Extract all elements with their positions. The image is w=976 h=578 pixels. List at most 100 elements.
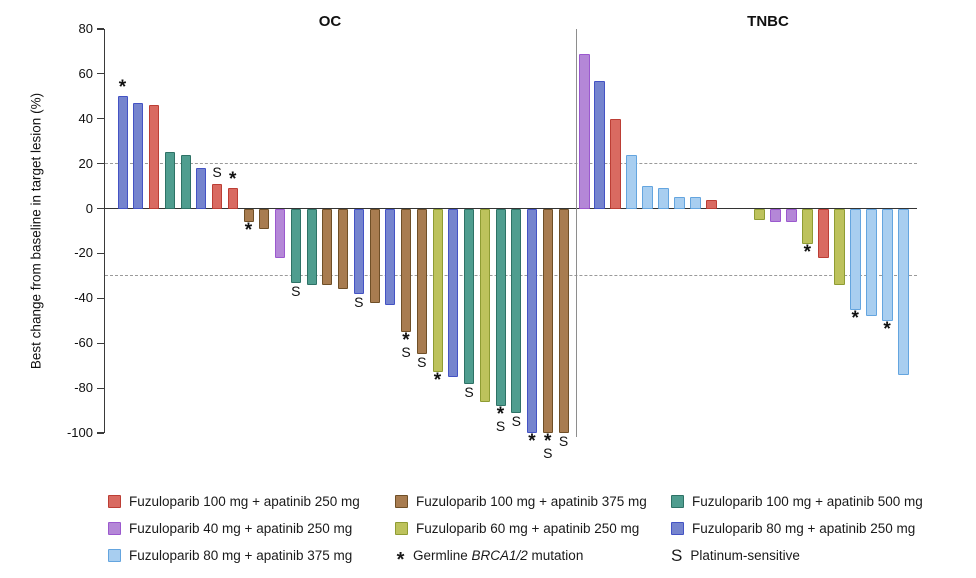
legend-item-fz80_ap250: Fuzuloparib 80 mg + apatinib 250 mg (671, 519, 915, 537)
asterisk-symbol: * (396, 549, 405, 571)
brca-mutation-marker: * (118, 77, 127, 99)
bar-oc-20 (416, 208, 427, 355)
bar-tnbc-9 (706, 199, 718, 209)
bar-tnbc-8 (690, 197, 702, 209)
y-tick-label: -100 (66, 425, 93, 440)
platinum-sensitive-marker: S (417, 354, 427, 371)
y-tick (97, 252, 104, 255)
brca-mutation-marker: * (496, 404, 505, 426)
panel-divider (576, 29, 578, 437)
y-tick-label: -20 (74, 245, 93, 261)
bar-tnbc-14 (785, 208, 797, 222)
bar-tnbc-21 (897, 208, 909, 375)
legend-swatch-fz100_ap375 (395, 494, 408, 508)
bar-oc-15 (338, 208, 348, 290)
bar-oc-19 (401, 208, 411, 332)
y-tick (97, 28, 104, 30)
legend-label: Fuzuloparib 100 mg + apatinib 250 mg (129, 493, 360, 509)
y-tick-label: 0 (85, 200, 93, 216)
bar-oc-22 (448, 208, 459, 377)
legend-item-fz40_ap250: Fuzuloparib 40 mg + apatinib 250 mg (108, 519, 352, 537)
legend-label: Fuzuloparib 80 mg + apatinib 250 mg (692, 520, 916, 536)
y-tick (97, 432, 104, 434)
y-tick-label: 80 (78, 21, 93, 36)
legend-label: Platinum-sensitive (690, 547, 800, 563)
legend-item-fz100_ap250: Fuzuloparib 100 mg + apatinib 250 mg (108, 492, 360, 510)
legend-label: Fuzuloparib 40 mg + apatinib 250 mg (129, 520, 353, 536)
bar-oc-21 (432, 208, 443, 373)
brca-mutation-marker: * (851, 307, 859, 329)
s-symbol: S (671, 545, 683, 565)
bar-tnbc-20 (881, 208, 893, 321)
bar-oc-14 (322, 208, 333, 285)
bar-tnbc-1 (578, 53, 590, 209)
bar-oc-23 (464, 208, 474, 384)
platinum-sensitive-marker: S (212, 163, 222, 180)
platinum-sensitive-marker: S (495, 418, 506, 435)
bar-tnbc-3 (610, 118, 622, 209)
y-tick (97, 207, 104, 210)
bar-tnbc-5 (642, 186, 654, 209)
bar-oc-29 (558, 208, 569, 433)
panel-title-oc: OC (318, 13, 342, 30)
legend-swatch-fz40_ap250 (108, 521, 121, 535)
bar-oc-11 (275, 208, 285, 258)
bar-oc-9 (243, 208, 254, 222)
y-tick-label: -60 (74, 335, 93, 351)
legend-item-brca-mutation: * Germline BRCA1/2 mutation (395, 546, 584, 571)
y-tick (97, 73, 104, 75)
bar-oc-13 (306, 208, 317, 285)
y-axis-line (103, 29, 106, 433)
y-tick-label: -40 (74, 290, 93, 306)
bar-oc-18 (385, 208, 396, 306)
platinum-sensitive-marker: S (558, 433, 569, 449)
bar-oc-12 (290, 208, 301, 283)
bar-tnbc-17 (833, 208, 845, 285)
bar-oc-28 (542, 208, 553, 433)
bar-tnbc-19 (865, 208, 877, 317)
bar-tnbc-2 (594, 80, 606, 209)
brca-mutation-marker: * (433, 370, 442, 392)
reference-line--30 (105, 275, 917, 277)
bar-oc-24 (479, 208, 490, 402)
legend-label: Fuzuloparib 100 mg + apatinib 375 mg (416, 493, 647, 509)
y-axis-title: Best change from baseline in target lesi… (28, 92, 44, 370)
brca-mutation-marker: * (544, 431, 552, 452)
platinum-sensitive-marker: S (401, 344, 411, 360)
brca-mutation-marker: * (883, 318, 891, 340)
panel-title-tnbc: TNBC (747, 13, 789, 30)
legend-swatch-fz60_ap250 (395, 521, 408, 535)
bar-oc-7 (212, 183, 222, 209)
y-tick-label: 40 (78, 110, 93, 126)
bar-oc-27 (527, 208, 537, 433)
platinum-sensitive-marker: S (464, 383, 474, 400)
brca-mutation-marker: * (528, 431, 536, 452)
platinum-sensitive-marker: S (354, 293, 364, 310)
y-tick (97, 387, 104, 389)
bar-oc-16 (353, 208, 364, 294)
bar-tnbc-4 (626, 154, 638, 209)
bar-oc-4 (164, 152, 175, 209)
bar-oc-1 (117, 96, 128, 209)
brca-mutation-marker: * (244, 220, 253, 242)
legend-item-fz100_ap375: Fuzuloparib 100 mg + apatinib 375 mg (395, 492, 647, 510)
legend-label: Germline BRCA1/2 mutation (413, 547, 584, 563)
bar-oc-5 (180, 154, 191, 209)
legend-label: Fuzuloparib 100 mg + apatinib 500 mg (692, 493, 923, 509)
brca-mutation-marker: * (402, 330, 410, 351)
bar-oc-25 (495, 208, 506, 407)
bar-oc-6 (196, 168, 207, 209)
y-tick (97, 342, 104, 344)
platinum-sensitive-marker: S (291, 282, 301, 299)
y-tick-label: 60 (78, 65, 93, 81)
legend-swatch-fz80_ap250 (671, 521, 684, 535)
y-tick-label: -80 (74, 380, 93, 396)
bar-tnbc-16 (817, 208, 829, 258)
platinum-sensitive-marker: S (543, 445, 553, 461)
legend-item-fz60_ap250: Fuzuloparib 60 mg + apatinib 250 mg (395, 519, 639, 537)
zero-baseline (105, 207, 917, 210)
platinum-sensitive-marker: S (511, 412, 521, 429)
brca-mutation-marker: * (803, 242, 811, 264)
bar-oc-2 (133, 103, 144, 209)
